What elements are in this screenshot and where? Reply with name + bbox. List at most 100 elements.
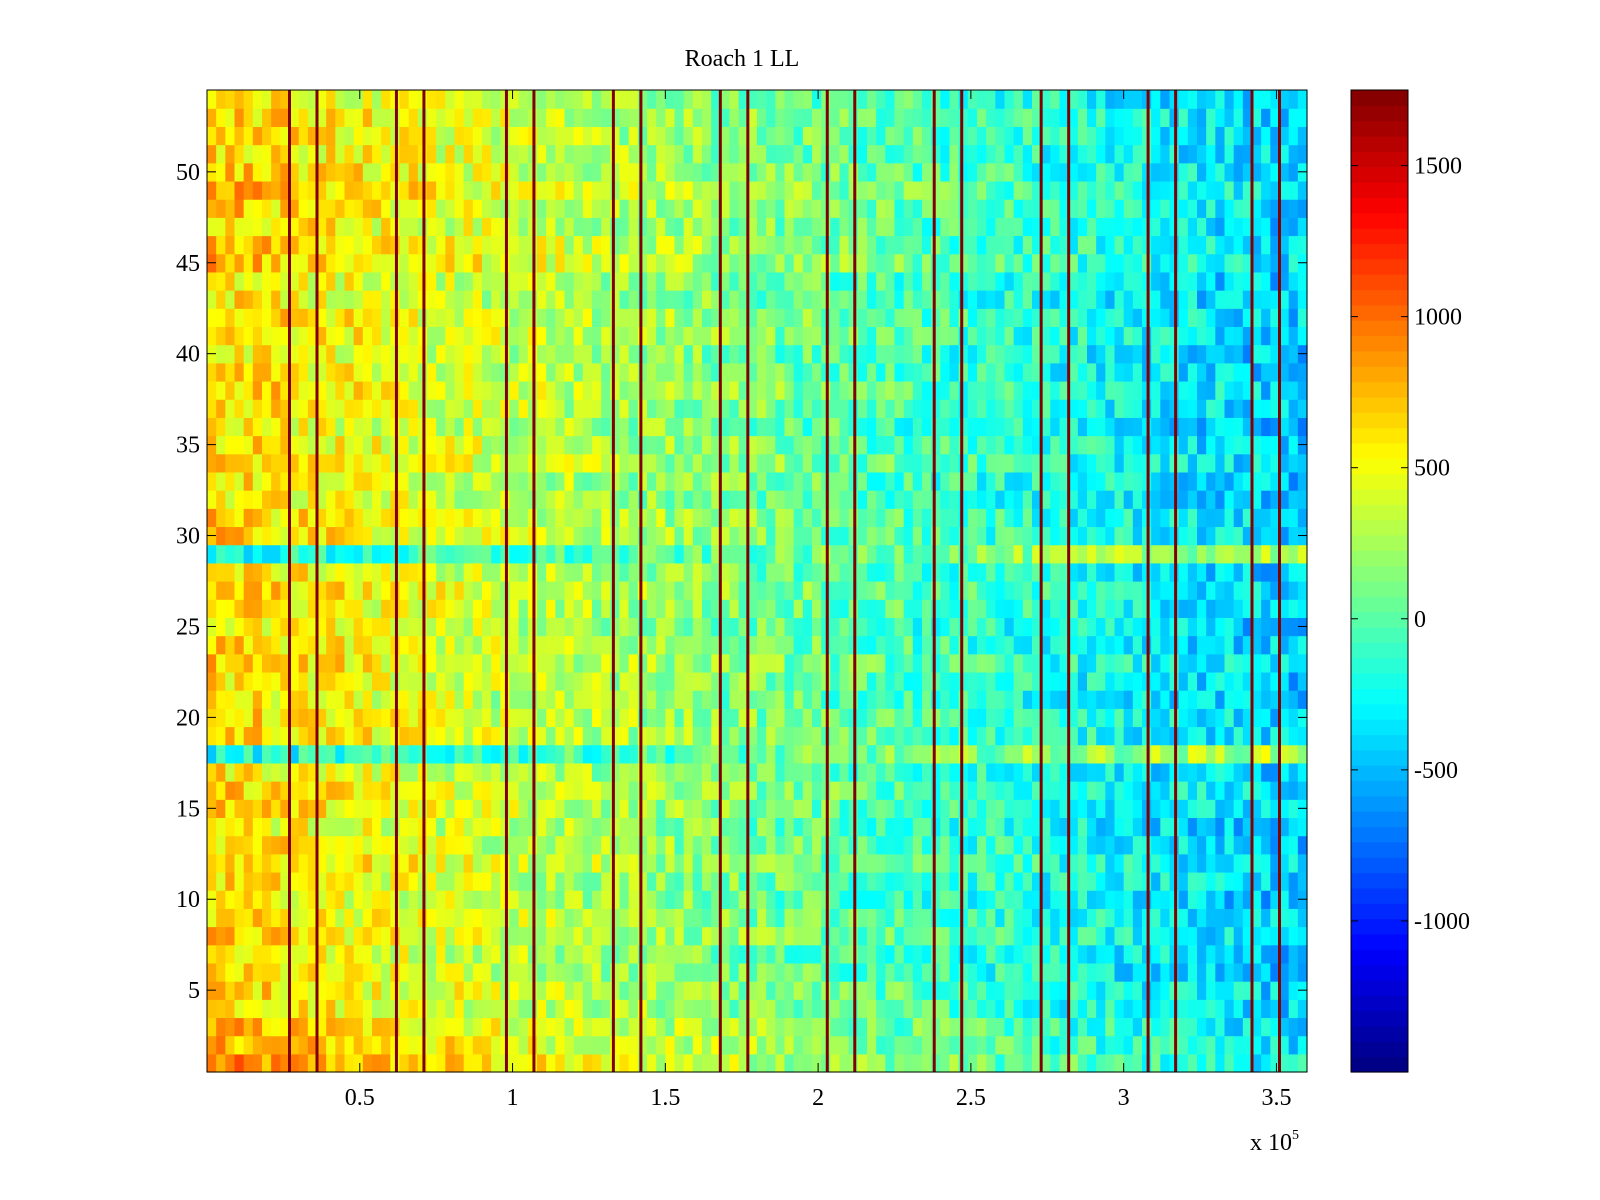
heatmap-cell xyxy=(399,362,410,382)
heatmap-cell xyxy=(1252,508,1262,528)
heatmap-cell xyxy=(573,853,584,873)
heatmap-cell xyxy=(344,508,355,528)
heatmap-cell xyxy=(225,890,236,909)
heatmap-cell xyxy=(656,926,666,946)
heatmap-cell xyxy=(436,726,446,746)
heatmap-cell xyxy=(885,962,896,982)
heatmap-cell xyxy=(1096,890,1106,909)
heatmap-cell xyxy=(784,981,795,1000)
heatmap-cell xyxy=(381,762,391,782)
heatmap-cell xyxy=(372,962,382,982)
heatmap-cell xyxy=(243,308,254,328)
heatmap-cell xyxy=(454,708,465,728)
heatmap-cell xyxy=(903,781,914,800)
heatmap-cell xyxy=(573,708,584,728)
heatmap-cell xyxy=(546,944,556,964)
heatmap-cell xyxy=(1160,1035,1171,1055)
heatmap-cell xyxy=(573,781,584,800)
heatmap-cell xyxy=(454,544,465,564)
heatmap-cell xyxy=(582,399,593,418)
heatmap-cell xyxy=(793,944,804,964)
heatmap-cell xyxy=(582,617,593,637)
heatmap-cell xyxy=(949,508,960,528)
heatmap-cell xyxy=(317,653,327,673)
heatmap-cell xyxy=(1233,490,1244,509)
heatmap-cell xyxy=(1215,653,1226,673)
heatmap-cell xyxy=(610,1017,621,1037)
heatmap-cell xyxy=(280,326,291,346)
heatmap-cell xyxy=(894,890,905,909)
heatmap-cell xyxy=(665,380,676,400)
heatmap-cell xyxy=(757,562,767,582)
heatmap-cell xyxy=(1077,362,1088,382)
heatmap-cell xyxy=(793,671,804,691)
heatmap-cell xyxy=(665,544,676,564)
heatmap-cell xyxy=(518,908,529,928)
heatmap-cell xyxy=(1105,453,1116,473)
heatmap-cell xyxy=(1187,799,1198,819)
heatmap-cell xyxy=(243,635,254,655)
heatmap-cell xyxy=(1270,1053,1281,1073)
heatmap-cell xyxy=(1013,835,1024,855)
heatmap-cell xyxy=(482,308,492,328)
heatmap-cell xyxy=(298,871,309,891)
heatmap-cell xyxy=(628,781,639,800)
heatmap-cell xyxy=(344,617,355,637)
heatmap-cell xyxy=(747,399,758,418)
heatmap-cell xyxy=(986,635,996,655)
heatmap-cell xyxy=(280,399,291,418)
heatmap-cell xyxy=(262,1053,272,1073)
heatmap-cell xyxy=(335,471,346,491)
heatmap-cell xyxy=(986,326,996,346)
heatmap-cell xyxy=(1022,362,1033,382)
heatmap-cell xyxy=(766,1053,776,1073)
heatmap-cell xyxy=(399,853,410,873)
heatmap-cell xyxy=(729,671,740,691)
heatmap-cell xyxy=(720,635,731,655)
heatmap-cell xyxy=(857,471,868,491)
heatmap-cell xyxy=(289,617,300,637)
heatmap-cell xyxy=(967,617,978,637)
heatmap-cell xyxy=(702,781,712,800)
heatmap-cell xyxy=(298,1017,309,1037)
heatmap-cell xyxy=(427,344,437,364)
heatmap-cell xyxy=(1013,471,1024,491)
heatmap-cell xyxy=(1279,781,1290,800)
heatmap-cell xyxy=(1252,471,1262,491)
heatmap-cell xyxy=(436,508,446,528)
heatmap-cell xyxy=(839,835,850,855)
heatmap-cell xyxy=(582,1053,593,1073)
heatmap-cell xyxy=(867,671,877,691)
heatmap-cell xyxy=(472,944,483,964)
heatmap-cell xyxy=(1032,1017,1042,1037)
heatmap-cell xyxy=(1022,1017,1033,1037)
heatmap-cell xyxy=(784,871,795,891)
heatmap-cell xyxy=(903,1035,914,1055)
heatmap-cell xyxy=(766,744,776,764)
heatmap-cell xyxy=(1096,635,1106,655)
heatmap-cell xyxy=(1252,635,1262,655)
heatmap-cell xyxy=(802,908,813,928)
heatmap-cell xyxy=(262,471,272,491)
heatmap-cell xyxy=(601,908,611,928)
heatmap-cell xyxy=(1187,380,1198,400)
heatmap-cell xyxy=(362,781,373,800)
heatmap-cell xyxy=(720,999,731,1019)
heatmap-cell xyxy=(1077,653,1088,673)
heatmap-cell xyxy=(1050,762,1061,782)
heatmap-cell xyxy=(702,744,712,764)
heatmap-cell xyxy=(243,690,254,709)
heatmap-cell xyxy=(491,981,501,1000)
heatmap-cell xyxy=(271,926,281,946)
heatmap-cell xyxy=(362,617,373,637)
heatmap-cell xyxy=(619,744,630,764)
heatmap-cell xyxy=(252,344,263,364)
heatmap-cell xyxy=(1087,1053,1097,1073)
heatmap-cell xyxy=(271,581,281,600)
heatmap-cell xyxy=(472,726,483,746)
heatmap-cell xyxy=(738,508,749,528)
heatmap-cell xyxy=(601,853,611,873)
heatmap-cell xyxy=(674,671,685,691)
heatmap-cell xyxy=(610,890,621,909)
heatmap-cell xyxy=(509,380,520,400)
